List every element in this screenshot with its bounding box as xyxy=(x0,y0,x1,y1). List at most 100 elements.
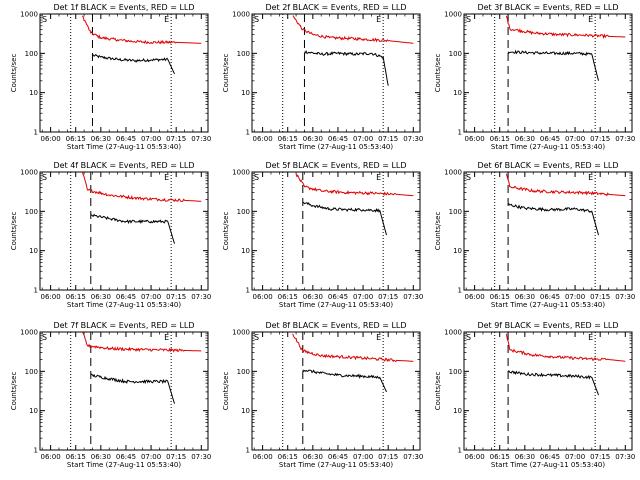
x-tick-label: 06:30 xyxy=(91,135,111,143)
y-tick-label: 1000 xyxy=(20,329,38,337)
y-axis-label: Counts/sec xyxy=(222,372,230,411)
chart-panel-8: Det 8f BLACK = Events, RED = LLD 1 10 100 10… xyxy=(222,321,423,469)
y-tick-label: 1 xyxy=(34,287,38,295)
corner-label-end: E xyxy=(588,333,593,342)
x-tick-label: 06:30 xyxy=(91,453,111,461)
x-axis-label: Start Time (27-Aug-11 05:53:40) xyxy=(67,143,181,151)
x-tick-label: 07:00 xyxy=(141,293,161,301)
y-tick-label: 10 xyxy=(29,407,38,415)
chart-panel-9: Det 9f BLACK = Events, RED = LLD 1 10 100 10… xyxy=(434,321,635,469)
plot-frame xyxy=(251,13,421,133)
series-lld-line xyxy=(295,173,414,197)
x-tick-label: 06:45 xyxy=(328,453,348,461)
series-events-line xyxy=(90,373,175,404)
x-tick-label: 06:45 xyxy=(328,135,348,143)
x-tick-label: 06:15 xyxy=(278,135,298,143)
x-tick-label: 06:00 xyxy=(465,135,485,143)
plot-frame xyxy=(463,171,633,291)
y-tick-label: 10 xyxy=(29,89,38,97)
corner-label-start: S xyxy=(42,333,47,342)
series-events-line xyxy=(507,203,599,236)
y-tick-label: 100 xyxy=(449,50,462,58)
y-tick-label: 10 xyxy=(453,407,462,415)
x-tick-label: 06:15 xyxy=(278,453,298,461)
x-tick-label: 06:00 xyxy=(41,135,61,143)
series-events-line xyxy=(90,213,175,244)
corner-label-start: S xyxy=(466,333,471,342)
x-tick-label: 07:00 xyxy=(565,293,585,301)
chart-panel-4: Det 4f BLACK = Events, RED = LLD 1 10 100 10… xyxy=(10,161,211,309)
x-tick-label: 07:15 xyxy=(378,135,398,143)
y-tick-label: 100 xyxy=(25,368,38,376)
y-axis-label: Counts/sec xyxy=(434,54,442,93)
x-tick-label: 06:00 xyxy=(253,135,273,143)
chart-panel-2: Det 2f BLACK = Events, RED = LLD 1 10 100 10… xyxy=(222,3,423,151)
x-tick-label: 06:15 xyxy=(490,135,510,143)
y-tick-label: 10 xyxy=(29,247,38,255)
y-tick-label: 1000 xyxy=(444,329,462,337)
y-tick-label: 1 xyxy=(458,287,462,295)
x-tick-label: 07:15 xyxy=(378,453,398,461)
y-tick-label: 10 xyxy=(241,247,250,255)
y-axis-label: Counts/sec xyxy=(10,372,18,411)
y-tick-label: 100 xyxy=(237,368,250,376)
x-tick-label: 07:00 xyxy=(353,135,373,143)
x-tick-label: 06:30 xyxy=(303,135,323,143)
corner-label-start: S xyxy=(42,15,47,24)
plot-frame xyxy=(463,13,633,133)
y-tick-label: 1000 xyxy=(444,169,462,177)
corner-label-start: S xyxy=(466,173,471,182)
x-axis-label: Start Time (27-Aug-11 05:53:40) xyxy=(279,301,393,309)
plot-frame xyxy=(251,171,421,291)
corner-label-end: E xyxy=(376,333,381,342)
x-tick-label: 07:15 xyxy=(378,293,398,301)
x-tick-label: 06:45 xyxy=(328,293,348,301)
chart-panel-6: Det 6f BLACK = Events, RED = LLD 1 10 100 10… xyxy=(434,161,635,309)
y-tick-label: 1000 xyxy=(232,329,250,337)
x-tick-label: 07:00 xyxy=(565,453,585,461)
series-lld-line xyxy=(81,331,202,353)
series-events-line xyxy=(302,201,387,236)
x-axis-label: Start Time (27-Aug-11 05:53:40) xyxy=(67,461,181,469)
plot-frame xyxy=(39,13,209,133)
x-tick-label: 07:30 xyxy=(191,453,211,461)
y-tick-label: 10 xyxy=(453,247,462,255)
x-tick-label: 06:00 xyxy=(41,293,61,301)
chart-title: Det 2f BLACK = Events, RED = LLD xyxy=(265,3,406,12)
series-events-line xyxy=(302,369,387,393)
x-tick-label: 07:00 xyxy=(141,135,161,143)
x-tick-label: 07:15 xyxy=(590,135,610,143)
corner-label-start: S xyxy=(254,333,259,342)
y-axis-label: Counts/sec xyxy=(10,212,18,251)
y-tick-label: 100 xyxy=(25,50,38,58)
y-tick-label: 1000 xyxy=(20,169,38,177)
x-tick-label: 06:15 xyxy=(490,453,510,461)
x-tick-label: 07:30 xyxy=(615,453,635,461)
plot-frame xyxy=(39,171,209,291)
x-axis-label: Start Time (27-Aug-11 05:53:40) xyxy=(491,301,605,309)
y-axis-label: Counts/sec xyxy=(222,212,230,251)
y-tick-label: 10 xyxy=(453,89,462,97)
chart-title: Det 3f BLACK = Events, RED = LLD xyxy=(477,3,618,12)
plot-frame xyxy=(39,331,209,451)
x-axis-label: Start Time (27-Aug-11 05:53:40) xyxy=(491,461,605,469)
y-tick-label: 100 xyxy=(449,368,462,376)
y-tick-label: 10 xyxy=(241,89,250,97)
y-tick-label: 1 xyxy=(246,129,250,137)
series-lld-line xyxy=(292,333,414,363)
x-tick-label: 07:30 xyxy=(615,293,635,301)
y-tick-label: 100 xyxy=(449,208,462,216)
x-axis-label: Start Time (27-Aug-11 05:53:40) xyxy=(491,143,605,151)
series-lld-line xyxy=(292,15,414,44)
corner-label-start: S xyxy=(466,15,471,24)
y-tick-label: 1000 xyxy=(444,11,462,19)
y-tick-label: 100 xyxy=(237,50,250,58)
y-tick-label: 1 xyxy=(34,447,38,455)
series-events-line xyxy=(304,49,389,86)
x-tick-label: 06:15 xyxy=(66,453,86,461)
y-tick-label: 1000 xyxy=(20,11,38,19)
x-tick-label: 07:15 xyxy=(590,293,610,301)
series-lld-line xyxy=(81,171,202,203)
x-tick-label: 06:30 xyxy=(91,293,111,301)
corner-label-end: E xyxy=(376,173,381,182)
